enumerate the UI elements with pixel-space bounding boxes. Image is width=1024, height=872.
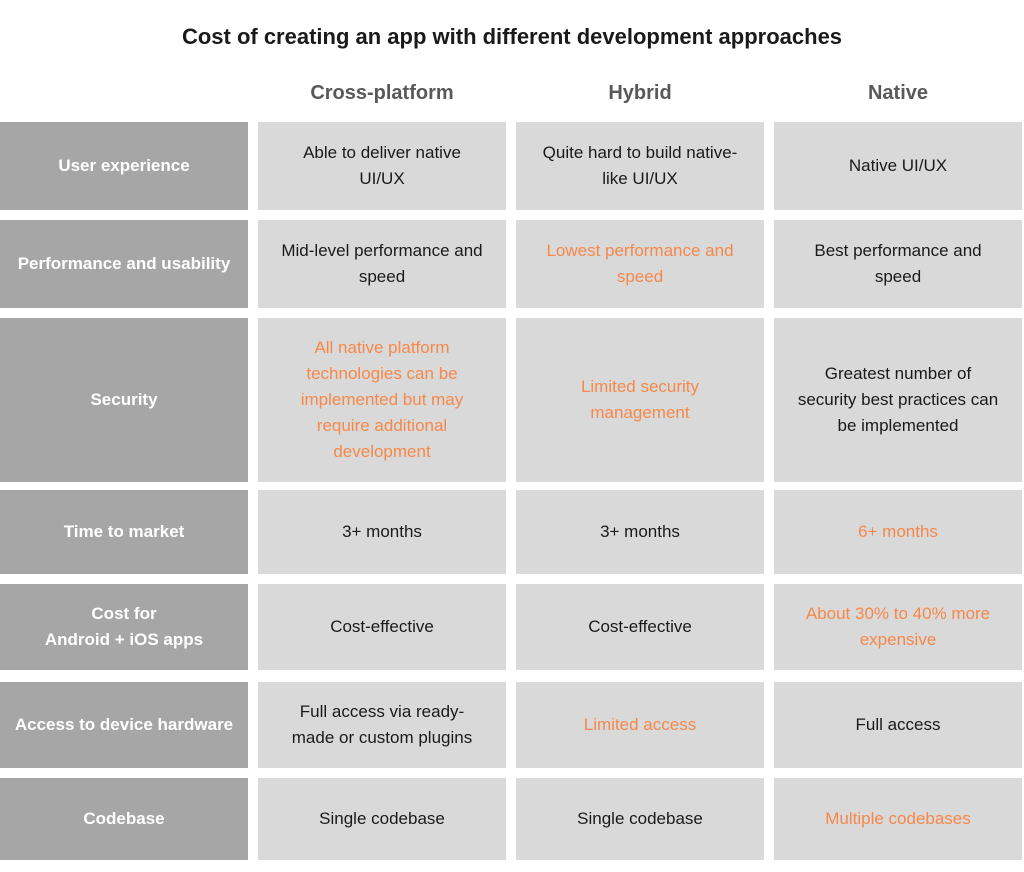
table-cell: Lowest performance and speed bbox=[516, 220, 764, 308]
table-cell: Best performance and speed bbox=[774, 220, 1022, 308]
row-label-time-to-market: Time to market bbox=[0, 490, 248, 574]
table-cell: 3+ months bbox=[258, 490, 506, 574]
table-cell: Multiple codebases bbox=[774, 778, 1022, 860]
row-label-performance: Performance and usability bbox=[0, 220, 248, 308]
page-title: Cost of creating an app with different d… bbox=[181, 24, 843, 49]
table-cell: Limited access bbox=[516, 682, 764, 768]
column-header-native: Native bbox=[867, 82, 929, 104]
table-cell: Single codebase bbox=[258, 778, 506, 860]
table-cell: Single codebase bbox=[516, 778, 764, 860]
row-label-security: Security bbox=[0, 318, 248, 482]
row-label-hardware-access: Access to device hardware bbox=[0, 682, 248, 768]
table-cell: 6+ months bbox=[774, 490, 1022, 574]
row-label-cost: Cost for Android + iOS apps bbox=[0, 584, 248, 670]
row-label-user-experience: User experience bbox=[0, 122, 248, 210]
table-cell: Able to deliver native UI/UX bbox=[258, 122, 506, 210]
row-label-codebase: Codebase bbox=[0, 778, 248, 860]
table-cell: Limited security management bbox=[516, 318, 764, 482]
table-cell: Quite hard to build native-like UI/UX bbox=[516, 122, 764, 210]
table-cell: Mid-level performance and speed bbox=[258, 220, 506, 308]
table-cell: Full access bbox=[774, 682, 1022, 768]
table-cell: Cost-effective bbox=[258, 584, 506, 670]
table-cell: Full access via ready-made or custom plu… bbox=[258, 682, 506, 768]
column-header-cross-platform: Cross-platform bbox=[310, 82, 454, 104]
table-cell: About 30% to 40% more expensive bbox=[774, 584, 1022, 670]
column-header-hybrid: Hybrid bbox=[608, 82, 672, 104]
table-cell: Native UI/UX bbox=[774, 122, 1022, 210]
table-cell: 3+ months bbox=[516, 490, 764, 574]
table-cell: Greatest number of security best practic… bbox=[774, 318, 1022, 482]
table-cell: All native platform technologies can be … bbox=[258, 318, 506, 482]
table-cell: Cost-effective bbox=[516, 584, 764, 670]
